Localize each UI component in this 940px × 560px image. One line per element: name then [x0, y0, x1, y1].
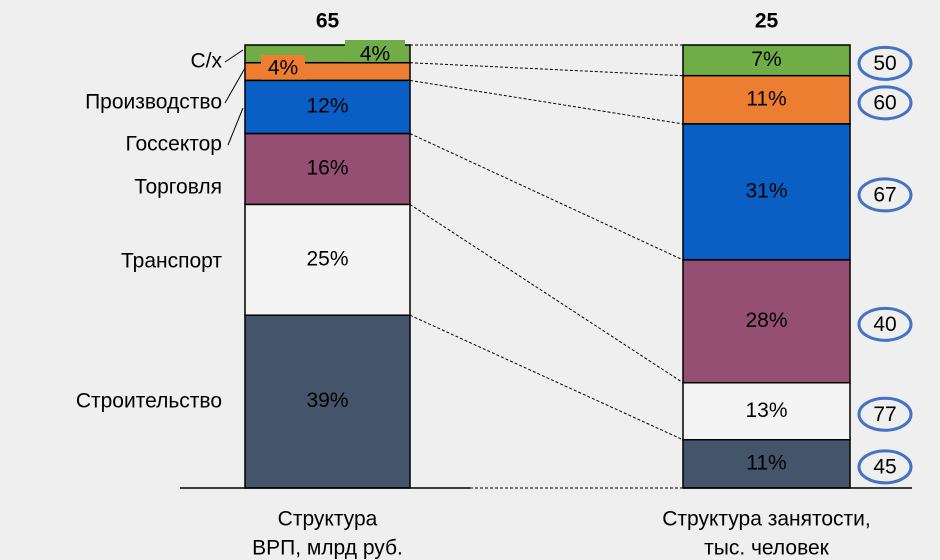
- value-label: 31%: [745, 179, 787, 202]
- leader-line: [227, 107, 244, 146]
- connector: [409, 62, 684, 77]
- value-label: 11%: [746, 451, 786, 474]
- legend-label: Производство: [85, 91, 222, 114]
- connector: [409, 314, 684, 441]
- bar-segment: [244, 203, 411, 316]
- value-label: 12%: [306, 95, 348, 118]
- bar-segment: [682, 259, 851, 384]
- x-category-label: Структура занятости,: [662, 508, 870, 531]
- bar-segment: [244, 132, 411, 206]
- total-label: 25: [755, 10, 779, 33]
- x-category-label: тыс. человек: [704, 537, 830, 560]
- leader-line: [224, 49, 244, 63]
- bar-segment: [244, 79, 411, 135]
- value-label: 39%: [306, 389, 348, 412]
- bar-segment: [682, 381, 851, 441]
- badge-circle: [857, 177, 913, 213]
- legend-label: Транспорт: [121, 250, 222, 273]
- connector: [409, 79, 684, 125]
- value-label: 25%: [306, 247, 348, 270]
- bar-segment: [682, 44, 851, 77]
- label-box: [261, 55, 305, 81]
- legend-label: Строительство: [76, 390, 222, 413]
- value-label: 16%: [306, 157, 348, 180]
- badge-circle: [857, 45, 913, 81]
- badge-circle: [857, 85, 913, 121]
- x-category-label: Структура: [278, 508, 378, 531]
- value-label: 11%: [746, 87, 786, 110]
- badge-label: 67: [873, 183, 896, 206]
- value-label: 7%: [751, 48, 781, 71]
- badge-circle: [857, 396, 913, 432]
- legend-label: Госсектор: [126, 133, 223, 156]
- legend-label: С/х: [191, 50, 223, 73]
- value-label: 13%: [745, 399, 787, 422]
- connector: [409, 133, 684, 261]
- connector: [409, 204, 684, 384]
- value-label: 4%: [268, 57, 298, 80]
- bar-segment: [682, 439, 851, 489]
- legend-label: Торговля: [134, 176, 222, 199]
- total-label: 65: [316, 10, 340, 33]
- value-label: 4%: [360, 43, 390, 66]
- badge-label: 40: [873, 313, 896, 336]
- badge-circle: [857, 306, 913, 342]
- x-category-label: ВРП, млрд руб.: [252, 537, 403, 560]
- badge-label: 77: [873, 403, 896, 426]
- leader-line: [224, 67, 246, 104]
- bar-segment: [244, 314, 411, 489]
- bar-segment: [682, 123, 851, 261]
- badge-label: 45: [873, 455, 896, 478]
- badge-label: 60: [873, 91, 896, 114]
- badge-circle: [857, 449, 913, 485]
- value-label: 28%: [745, 309, 787, 332]
- badge-label: 50: [873, 52, 896, 75]
